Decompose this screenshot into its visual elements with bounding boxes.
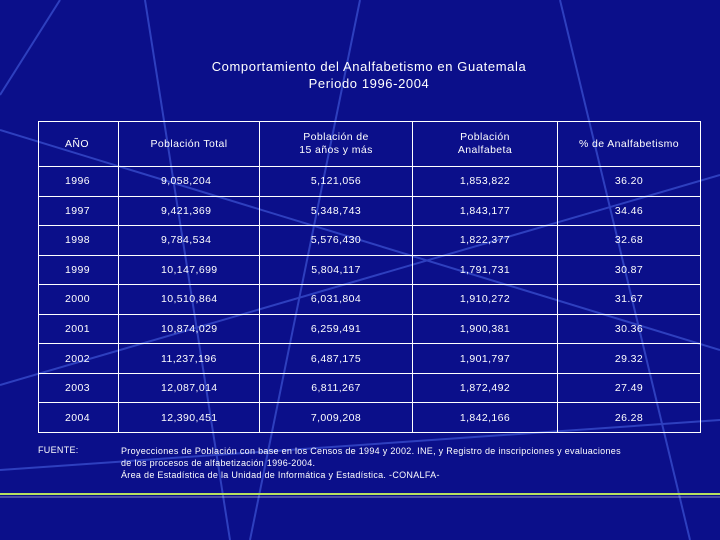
cell-year: 1996 [38,166,119,197]
literacy-table: AÑO Población Total Población de 15 años … [38,121,701,433]
cell-illiterate-population: 1,900,381 [412,313,558,345]
header-population-15-plus: Población de 15 años y más [259,121,413,167]
cell-total-population: 9,058,204 [118,166,260,197]
cell-total-population: 10,147,699 [118,254,260,286]
cell-illiteracy-percent: 31.67 [557,284,701,315]
cell-illiteracy-percent: 36.20 [557,166,701,197]
cell-illiterate-population: 1,910,272 [412,284,558,315]
header-illiteracy-percent: % de Analfabetismo [557,121,701,167]
title-line-2: Periodo 1996-2004 [308,76,430,91]
cell-year: 2001 [38,313,119,345]
cell-illiterate-population: 1,842,166 [412,402,558,433]
cell-illiteracy-percent: 32.68 [557,225,701,256]
cell-total-population: 11,237,196 [118,343,260,374]
cell-population-15-plus: 6,811,267 [259,372,413,404]
cell-year: 2004 [38,402,119,433]
cell-year: 1997 [38,195,119,227]
header-illiterate-population: Población Analfabeta [412,121,558,167]
cell-year: 2003 [38,372,119,404]
source-line-1: Proyecciones de Población con base en lo… [121,446,621,456]
cell-population-15-plus: 5,576,430 [259,225,413,256]
cell-year: 1999 [38,254,119,286]
table-header-row: AÑO Población Total Población de 15 años … [38,121,701,167]
cell-illiteracy-percent: 34.46 [557,195,701,227]
cell-population-15-plus: 5,121,056 [259,166,413,197]
title-line-1: Comportamiento del Analfabetismo en Guat… [211,59,527,74]
cell-illiterate-population: 1,791,731 [412,254,558,286]
table-row: 1997 9,421,369 5,348,743 1,843,177 34.46 [38,195,701,227]
source-line-3: Área de Estadística de la Unidad de Info… [121,470,440,480]
cell-total-population: 10,874,029 [118,313,260,345]
table-row: 2000 10,510,864 6,031,804 1,910,272 31.67 [38,284,701,315]
cell-illiteracy-percent: 27.49 [557,372,701,404]
source-label: FUENTE: [38,445,79,455]
table-row: 1999 10,147,699 5,804,117 1,791,731 30.87 [38,254,701,286]
cell-total-population: 9,421,369 [118,195,260,227]
cell-total-population: 9,784,534 [118,225,260,256]
cell-total-population: 10,510,864 [118,284,260,315]
cell-illiterate-population: 1,872,492 [412,372,558,404]
cell-illiteracy-percent: 29.32 [557,343,701,374]
table-row: 2004 12,390,451 7,009,208 1,842,166 26.28 [38,402,701,433]
cell-year: 2002 [38,343,119,374]
slide-title: Comportamiento del Analfabetismo en Guat… [0,58,720,92]
source-text: Proyecciones de Población con base en lo… [121,445,701,481]
cell-year: 2000 [38,284,119,315]
cell-population-15-plus: 5,348,743 [259,195,413,227]
cell-total-population: 12,390,451 [118,402,260,433]
source-line-2: de los procesos de alfabetización 1996-2… [121,458,316,468]
cell-population-15-plus: 7,009,208 [259,402,413,433]
cell-population-15-plus: 6,031,804 [259,284,413,315]
cell-total-population: 12,087,014 [118,372,260,404]
cell-year: 1998 [38,225,119,256]
cell-illiteracy-percent: 30.87 [557,254,701,286]
table-row: 2002 11,237,196 6,487,175 1,901,797 29.32 [38,343,701,374]
table-row: 1998 9,784,534 5,576,430 1,822,377 32.68 [38,225,701,256]
cell-illiterate-population: 1,853,822 [412,166,558,197]
table-row: 2001 10,874,029 6,259,491 1,900,381 30.36 [38,313,701,345]
cell-illiteracy-percent: 26.28 [557,402,701,433]
cell-illiterate-population: 1,822,377 [412,225,558,256]
cell-illiterate-population: 1,843,177 [412,195,558,227]
cell-population-15-plus: 6,487,175 [259,343,413,374]
cell-illiterate-population: 1,901,797 [412,343,558,374]
cell-population-15-plus: 5,804,117 [259,254,413,286]
table-row: 1996 9,058,204 5,121,056 1,853,822 36.20 [38,166,701,197]
cell-illiteracy-percent: 30.36 [557,313,701,345]
header-year: AÑO [38,121,119,167]
cell-population-15-plus: 6,259,491 [259,313,413,345]
table-row: 2003 12,087,014 6,811,267 1,872,492 27.49 [38,372,701,404]
header-total-population: Población Total [118,121,260,167]
